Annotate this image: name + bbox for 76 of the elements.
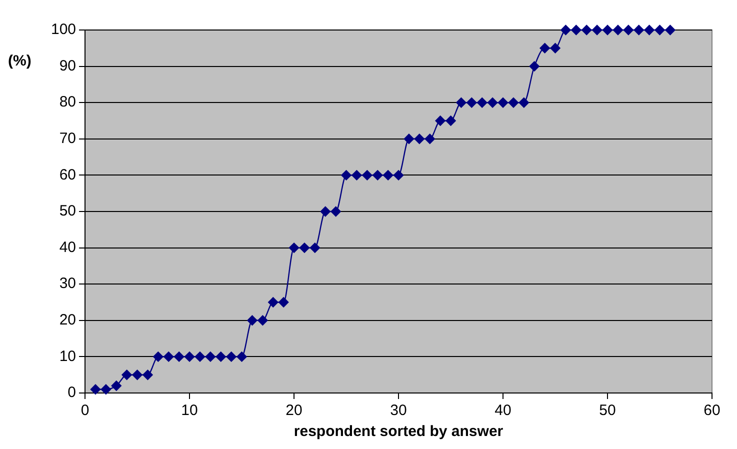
point: [194, 352, 206, 362]
y-tick-label: 80: [59, 94, 76, 111]
point: [310, 242, 320, 253]
point: [654, 24, 665, 36]
y-tick-label: 0: [68, 384, 76, 402]
point: [550, 43, 560, 54]
point: [612, 24, 624, 36]
point: [404, 134, 414, 144]
point: [132, 370, 142, 380]
y-tick-label: 10: [59, 348, 76, 365]
y-tick-label: 70: [59, 130, 76, 148]
point: [487, 98, 498, 108]
point: [644, 24, 654, 36]
y-tick-label: 90: [59, 57, 76, 74]
point: [288, 242, 300, 253]
point: [435, 116, 446, 126]
x-tick-label: 0: [80, 402, 90, 420]
point: [424, 134, 435, 144]
point: [498, 98, 508, 108]
point: [258, 315, 268, 326]
y-tick-label: 40: [59, 238, 76, 256]
point: [466, 98, 477, 108]
y-tick-label: 100: [50, 21, 76, 38]
point: [456, 98, 466, 108]
point: [518, 98, 530, 108]
y-tick-label: 60: [59, 166, 76, 184]
point: [122, 370, 132, 380]
x-tick-label: 30: [390, 402, 407, 420]
point: [226, 352, 236, 362]
x-tick-label: 10: [181, 402, 198, 420]
point: [236, 352, 247, 362]
y-tick-label: 30: [59, 275, 76, 292]
point: [592, 24, 602, 36]
point: [142, 370, 153, 380]
point: [602, 24, 613, 36]
x-tick-label: 50: [599, 402, 616, 420]
point: [268, 297, 278, 308]
point: [382, 170, 394, 180]
y-tick-label: 50: [59, 202, 76, 220]
x-tick-label: 40: [494, 402, 512, 420]
y-tick-label: 20: [59, 312, 76, 329]
point: [560, 24, 571, 36]
point: [362, 170, 372, 180]
x-tick-label: 20: [286, 402, 302, 420]
y-axis-title: (%): [8, 52, 32, 70]
point: [100, 384, 112, 394]
point: [665, 24, 676, 36]
point: [623, 24, 634, 36]
point: [111, 380, 122, 391]
point: [414, 134, 425, 144]
point: [184, 352, 195, 362]
point: [540, 43, 550, 54]
point: [571, 24, 582, 36]
point: [634, 24, 644, 36]
point: [278, 297, 289, 308]
point: [299, 242, 310, 253]
point: [352, 170, 362, 180]
point: [205, 352, 216, 362]
point: [477, 98, 488, 108]
point: [529, 61, 540, 72]
point: [247, 315, 258, 326]
point: [582, 24, 592, 36]
point: [153, 352, 164, 362]
point: [446, 116, 456, 126]
point: [174, 352, 184, 362]
x-axis-title: respondent sorted by answer: [294, 423, 504, 440]
point: [164, 352, 174, 362]
point: [508, 98, 519, 108]
point: [320, 206, 330, 217]
point: [90, 384, 101, 394]
point: [341, 170, 352, 180]
point: [216, 352, 226, 362]
point: [393, 170, 404, 180]
point: [372, 170, 383, 180]
point: [330, 206, 341, 217]
x-tick-label: 60: [704, 402, 720, 420]
